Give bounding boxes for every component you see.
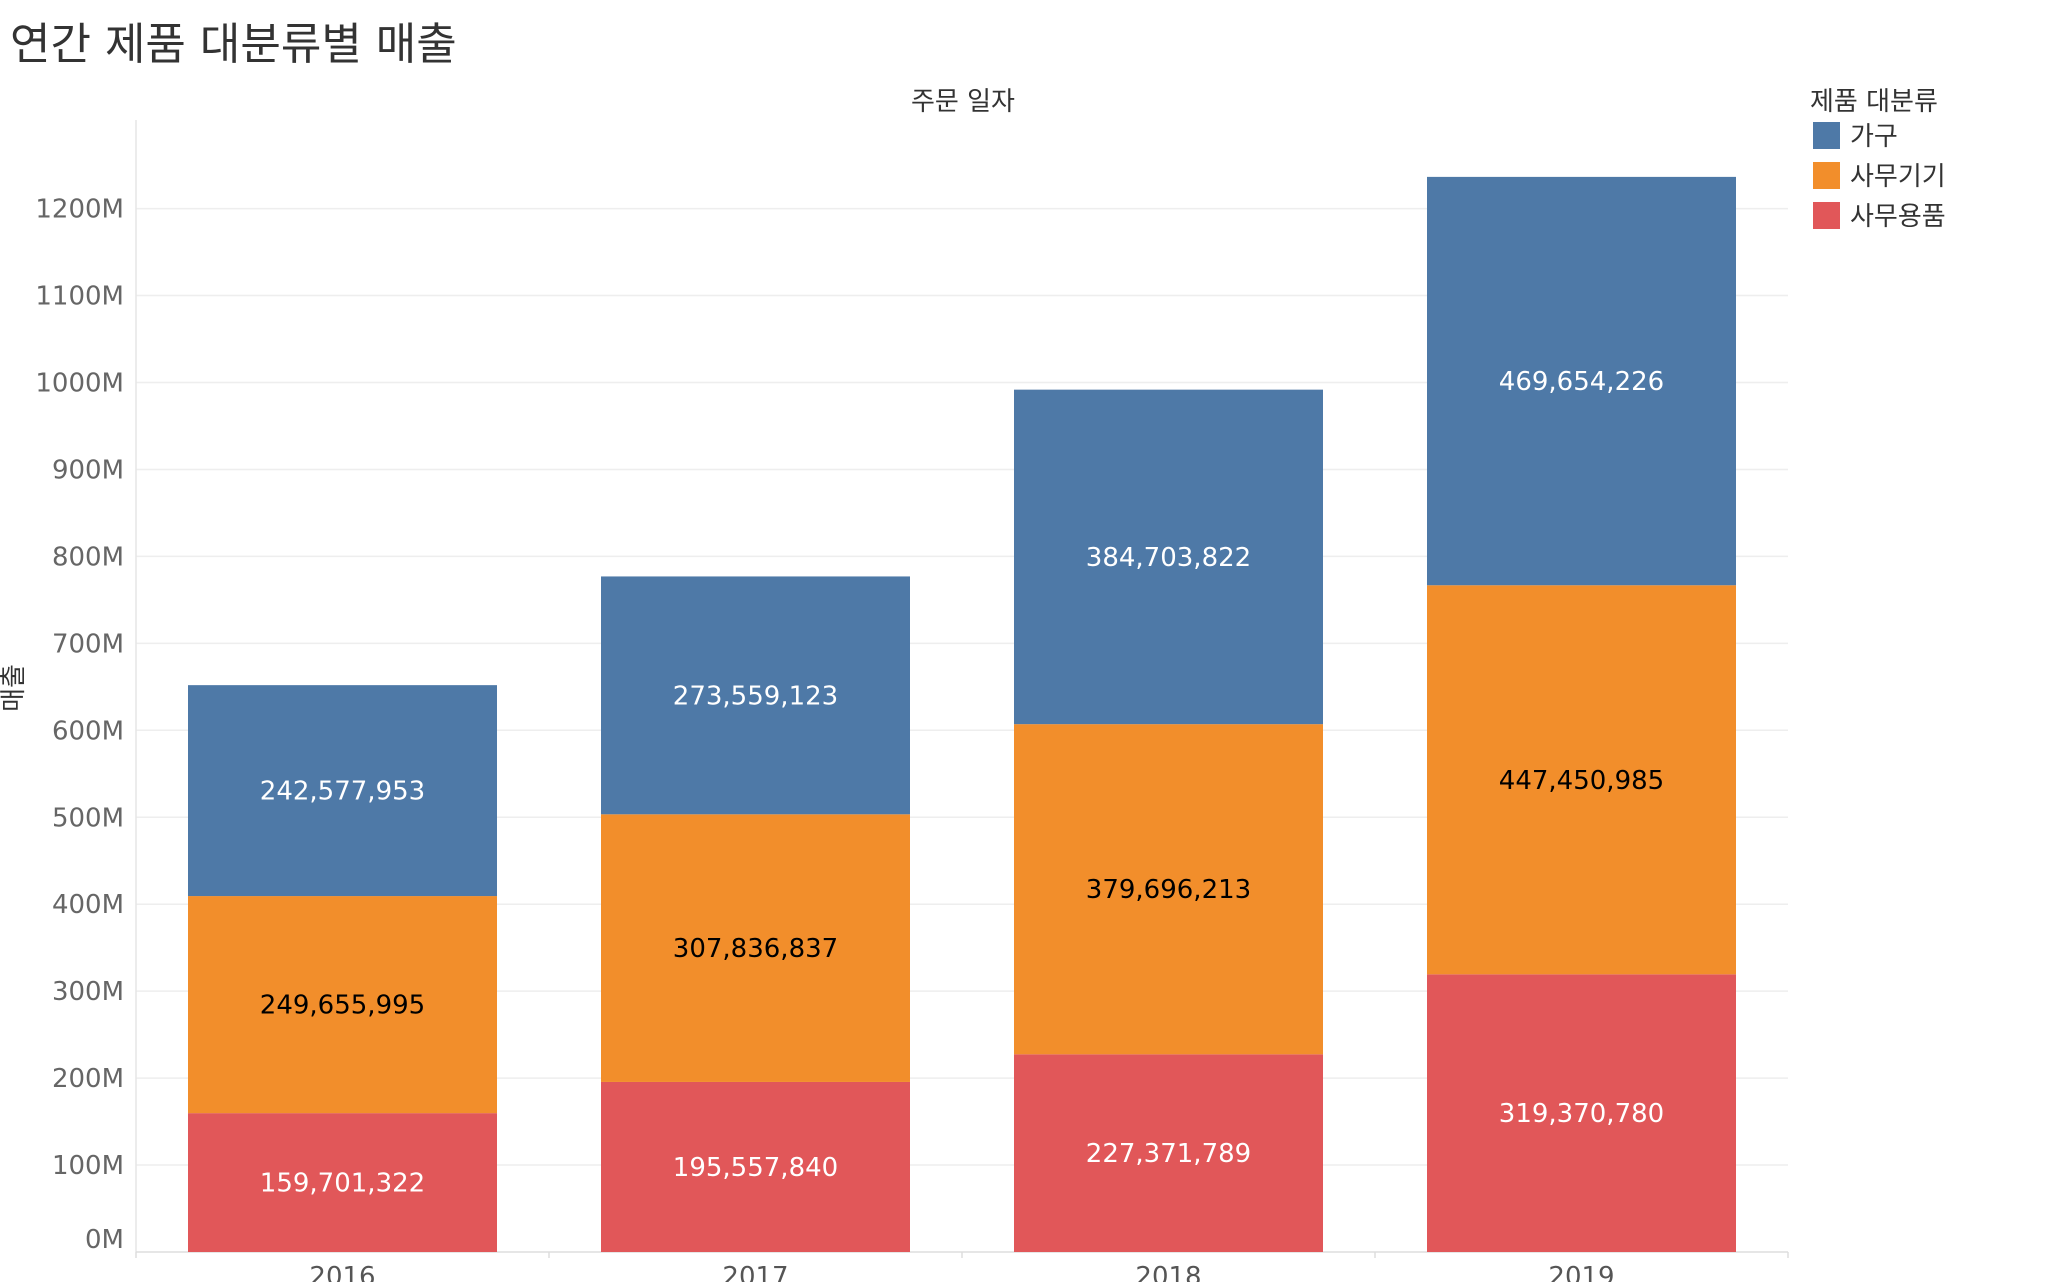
y-tick-label: 0M <box>85 1225 124 1255</box>
y-tick-label: 900M <box>52 455 124 485</box>
y-tick-label: 600M <box>52 716 124 746</box>
data-label: 242,577,953 <box>260 777 425 807</box>
legend-item-label: 사무용품 <box>1850 202 1946 232</box>
data-label: 447,450,985 <box>1499 766 1664 796</box>
axes: 0M 100M 200M 300M 400M 500M 600M 700M 800M 900M 10… <box>35 120 1789 1282</box>
y-tick-label: 800M <box>52 542 124 572</box>
y-tick-label: 200M <box>52 1064 124 1094</box>
bar-segment <box>601 1081 910 1252</box>
data-label: 159,701,322 <box>260 1169 425 1199</box>
bar-segment <box>1014 389 1323 725</box>
y-tick-label: 1100M <box>35 282 124 312</box>
legend-item-label: 가구 <box>1850 122 1898 152</box>
bar-segment <box>1427 585 1736 975</box>
bar-segment <box>188 1113 497 1252</box>
y-tick-label: 400M <box>52 890 124 920</box>
bar-segment <box>601 576 910 815</box>
data-label: 319,370,780 <box>1499 1099 1664 1129</box>
bar-segment <box>1427 974 1736 1252</box>
legend-item-label: 사무기기 <box>1850 162 1946 192</box>
bar-segment <box>188 896 497 1114</box>
data-label: 249,655,995 <box>260 991 425 1021</box>
y-tick-label: 1200M <box>35 195 124 225</box>
y-tick-label: 500M <box>52 803 124 833</box>
bar-segment <box>188 685 497 897</box>
y-axis-title: 매출 <box>0 664 29 712</box>
legend-swatch <box>1813 202 1840 229</box>
bar-segment <box>1427 176 1736 586</box>
x-tick-label: 2018 <box>1135 1262 1201 1282</box>
data-label: 227,371,789 <box>1086 1139 1251 1169</box>
legend-swatch <box>1813 162 1840 189</box>
y-tick-label: 700M <box>52 629 124 659</box>
x-tick-label: 2017 <box>722 1262 788 1282</box>
x-tick-label: 2016 <box>309 1262 375 1282</box>
bar-segment <box>1014 724 1323 1055</box>
bar-segment <box>1014 1054 1323 1252</box>
data-labels: 159,701,322 249,655,995 242,577,953 195,557… <box>260 367 1664 1199</box>
data-label: 384,703,822 <box>1086 543 1251 573</box>
chart-title: 연간 제품 대분류별 매출 <box>10 19 457 70</box>
data-label: 195,557,840 <box>673 1153 838 1183</box>
y-tick-label: 1000M <box>35 369 124 399</box>
data-label: 379,696,213 <box>1086 875 1251 905</box>
x-axis-title: 주문 일자 <box>911 87 1015 117</box>
legend-swatch <box>1813 122 1840 149</box>
bar-segment <box>601 814 910 1082</box>
data-label: 469,654,226 <box>1499 367 1664 397</box>
x-tick-label: 2019 <box>1548 1262 1614 1282</box>
data-label: 307,836,837 <box>673 934 838 964</box>
legend-title: 제품 대분류 <box>1810 87 1938 117</box>
data-label: 273,559,123 <box>673 681 838 711</box>
y-tick-label: 100M <box>52 1151 124 1181</box>
bars <box>188 176 1736 1252</box>
y-tick-label: 300M <box>52 977 124 1007</box>
